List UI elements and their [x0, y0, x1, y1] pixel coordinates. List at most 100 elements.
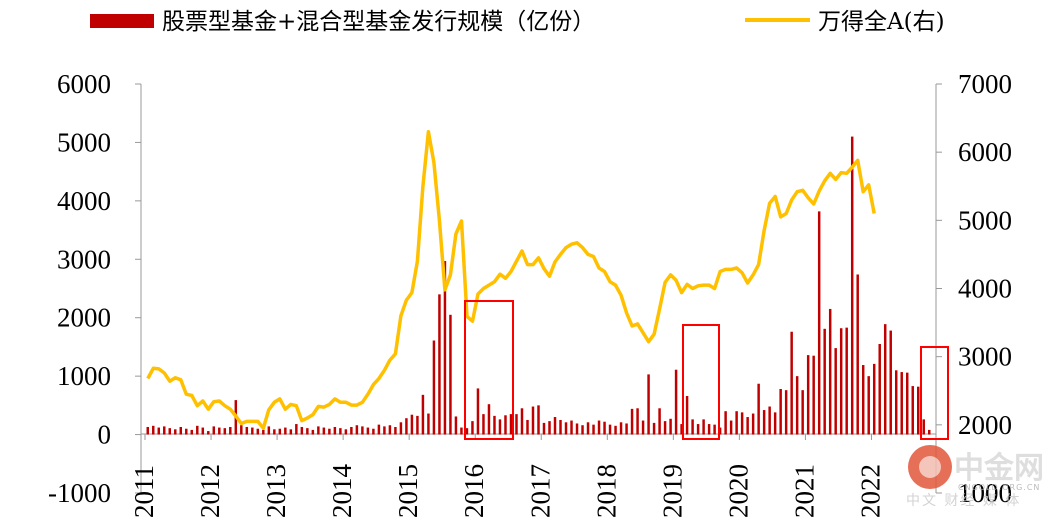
bar: [410, 414, 414, 435]
bar: [586, 422, 590, 435]
bar: [696, 424, 700, 435]
y-left-tick-label: 1000: [57, 361, 111, 391]
bar: [867, 376, 870, 435]
bar: [163, 426, 166, 435]
bar: [592, 424, 595, 435]
watermark-subtitle: 中文 财经 媒 体: [906, 493, 1021, 509]
bar: [460, 427, 463, 435]
bar: [201, 427, 205, 435]
bar: [152, 425, 155, 435]
bar: [768, 406, 771, 435]
bar: [806, 355, 810, 435]
bar: [790, 331, 793, 435]
y-left-tick-label: 5000: [57, 127, 111, 157]
bar: [168, 428, 172, 435]
bar: [762, 410, 766, 435]
bar: [531, 406, 535, 435]
bar: [718, 427, 722, 435]
bar: [834, 348, 837, 435]
bar: [570, 420, 573, 435]
bar: [905, 372, 909, 435]
bar: [223, 428, 227, 435]
bar: [399, 422, 403, 435]
bar: [559, 419, 562, 435]
bar: [174, 429, 177, 435]
bar: [707, 424, 711, 435]
bar: [504, 415, 507, 435]
x-tick-label: 2017: [525, 464, 555, 518]
bar: [647, 374, 650, 435]
bar: [773, 412, 777, 435]
bar: [438, 294, 441, 435]
bar: [317, 426, 320, 435]
y-left-tick-label: 3000: [57, 244, 111, 274]
bar: [328, 428, 331, 435]
line-series: [146, 129, 876, 430]
bar: [273, 429, 276, 435]
bar: [300, 426, 304, 435]
watermark-brand: 中金网: [954, 451, 1044, 486]
bar: [427, 413, 430, 435]
bar: [465, 428, 469, 435]
bar-series: [146, 136, 931, 435]
highlight-box-2019: [682, 324, 720, 440]
bar: [361, 426, 364, 435]
bar: [344, 429, 348, 435]
bar: [229, 426, 232, 435]
bar: [454, 416, 458, 435]
bar: [383, 426, 386, 435]
bar: [691, 419, 694, 435]
bar: [432, 340, 436, 435]
bar: [625, 423, 628, 435]
bar: [911, 386, 914, 435]
bar: [262, 429, 265, 435]
bar: [520, 408, 524, 435]
bar: [355, 425, 359, 435]
bar: [674, 369, 678, 435]
bar: [608, 424, 612, 435]
legend: 股票型基金+混合型基金发行规模（亿份） 万得全A(右): [90, 9, 945, 35]
bar: [680, 424, 683, 435]
bar: [928, 429, 931, 435]
watermark-url: CNGOLD.ORG.CN: [958, 483, 1040, 492]
bar: [421, 394, 425, 435]
bar: [416, 415, 419, 435]
bar: [548, 421, 551, 435]
y-left-tick-label: -1000: [48, 478, 111, 508]
bar: [581, 425, 584, 435]
x-tick-label: 2022: [855, 464, 885, 518]
x-tick-label: 2015: [393, 464, 423, 518]
highlight-boxes: [464, 300, 949, 440]
highlight-box-2022: [920, 346, 949, 440]
bar: [333, 426, 337, 435]
bar: [740, 412, 744, 435]
x-tick-label: 2021: [789, 464, 819, 518]
watermark: 中金网 CNGOLD.ORG.CN 中文 财经 媒 体: [906, 445, 1044, 509]
bar: [597, 420, 601, 435]
bar: [267, 426, 271, 435]
bar: [388, 425, 392, 435]
bar: [218, 427, 221, 435]
bar: [801, 390, 804, 435]
bar: [894, 370, 898, 435]
bar: [812, 355, 815, 435]
bar: [515, 414, 518, 435]
bar: [795, 376, 799, 435]
bar: [157, 427, 160, 435]
bar: [256, 428, 260, 435]
bar: [784, 390, 788, 435]
bar: [372, 428, 375, 435]
bar: [658, 408, 661, 435]
bar: [196, 425, 199, 435]
y-right-tick-label: 6000: [958, 137, 1012, 167]
bar: [306, 428, 309, 435]
bar: [652, 422, 656, 435]
legend-line-label: 万得全A(右): [818, 9, 945, 35]
bar: [872, 363, 876, 435]
bar: [405, 418, 408, 435]
bar: [619, 422, 623, 435]
y-axis-left-ticks: -1000 0 1000 2000 3000 4000 5000 6000: [48, 69, 141, 508]
bar: [900, 372, 903, 435]
bar: [779, 388, 782, 435]
